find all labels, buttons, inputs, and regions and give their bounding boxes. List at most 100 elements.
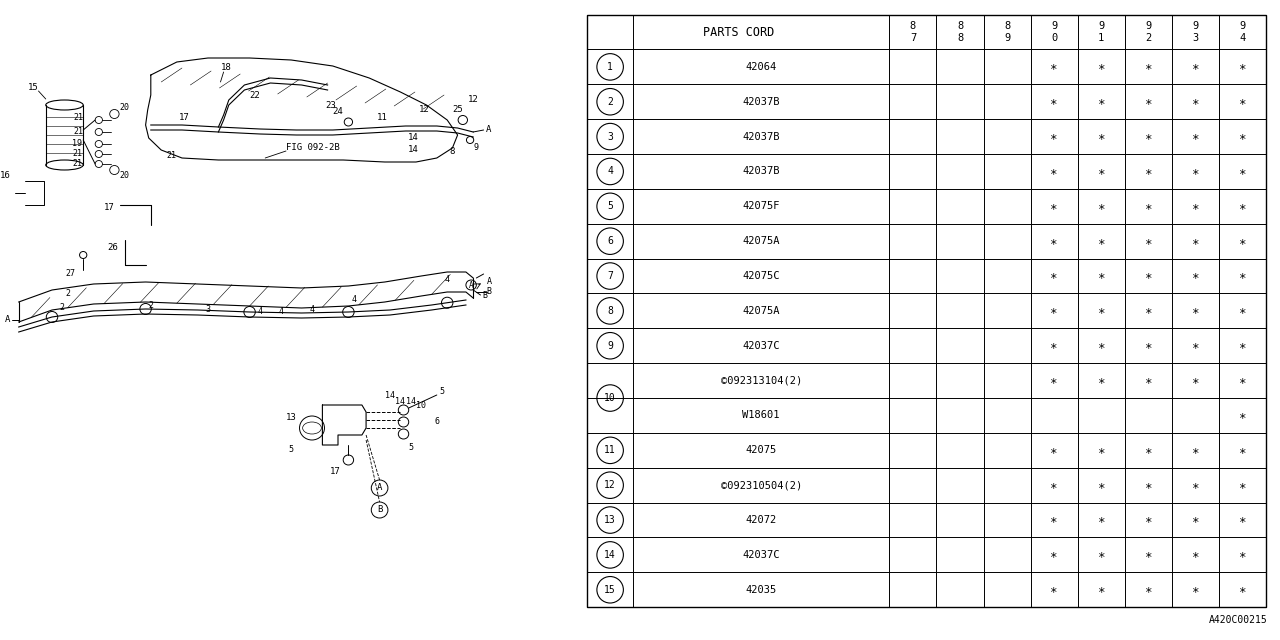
Text: ∗: ∗ <box>1192 130 1199 143</box>
Text: B: B <box>483 291 488 300</box>
Text: ∗: ∗ <box>1051 95 1059 108</box>
Text: 25: 25 <box>452 106 463 115</box>
Text: ∗: ∗ <box>1097 200 1105 213</box>
Text: ∗: ∗ <box>1097 513 1105 527</box>
Text: ∗: ∗ <box>1239 130 1247 143</box>
Text: A: A <box>486 125 492 134</box>
Text: ∗: ∗ <box>1051 269 1059 282</box>
Text: ∗: ∗ <box>1051 60 1059 74</box>
Text: 4: 4 <box>1239 33 1245 44</box>
Text: 18: 18 <box>221 63 232 72</box>
Text: 5: 5 <box>439 387 444 397</box>
Text: 42072: 42072 <box>745 515 777 525</box>
Text: 12: 12 <box>419 106 430 115</box>
Text: 14: 14 <box>407 134 419 143</box>
Text: 42037C: 42037C <box>742 340 780 351</box>
Text: 13: 13 <box>604 515 616 525</box>
Text: ∗: ∗ <box>1144 305 1152 317</box>
Text: ∗: ∗ <box>1144 583 1152 596</box>
Text: ∗: ∗ <box>1239 305 1247 317</box>
Text: 1: 1 <box>1098 33 1105 44</box>
Text: 0: 0 <box>1051 33 1057 44</box>
Text: 9: 9 <box>1051 20 1057 31</box>
Text: 11: 11 <box>604 445 616 455</box>
Text: B: B <box>376 506 383 515</box>
Text: ∗: ∗ <box>1097 165 1105 178</box>
Text: ∗: ∗ <box>1192 583 1199 596</box>
Text: 14: 14 <box>407 145 419 154</box>
Text: ∗: ∗ <box>1051 305 1059 317</box>
Text: 8: 8 <box>607 306 613 316</box>
Text: 11: 11 <box>378 113 388 122</box>
Text: 21: 21 <box>73 113 83 122</box>
Text: ∗: ∗ <box>1239 60 1247 74</box>
Text: ∗: ∗ <box>1144 479 1152 492</box>
Text: ∗: ∗ <box>1192 269 1199 282</box>
Text: ∗: ∗ <box>1239 269 1247 282</box>
Text: ∗: ∗ <box>1192 60 1199 74</box>
Text: ∗: ∗ <box>1097 479 1105 492</box>
Text: 14: 14 <box>385 392 396 401</box>
Text: 5: 5 <box>408 444 413 452</box>
Text: 42075: 42075 <box>745 445 777 455</box>
Text: 16: 16 <box>0 170 10 179</box>
Text: ∗: ∗ <box>1144 130 1152 143</box>
Text: 9: 9 <box>1192 20 1198 31</box>
Text: ∗: ∗ <box>1144 339 1152 352</box>
Text: 4: 4 <box>351 296 356 305</box>
Text: 6: 6 <box>607 236 613 246</box>
Text: 4: 4 <box>607 166 613 177</box>
Text: ∗: ∗ <box>1051 444 1059 457</box>
Text: 12: 12 <box>604 480 616 490</box>
Text: A: A <box>5 316 10 324</box>
Text: 2: 2 <box>148 301 154 310</box>
Text: 20: 20 <box>120 104 129 113</box>
Text: 27: 27 <box>65 269 76 278</box>
Text: 8: 8 <box>957 33 963 44</box>
Text: ∗: ∗ <box>1239 235 1247 248</box>
Text: 9: 9 <box>1004 33 1010 44</box>
Text: 2: 2 <box>1146 33 1152 44</box>
Text: ∗: ∗ <box>1051 513 1059 527</box>
Text: ©092310504(2): ©092310504(2) <box>721 480 801 490</box>
Text: 4: 4 <box>310 305 315 314</box>
Text: 3: 3 <box>206 305 210 314</box>
Text: ∗: ∗ <box>1192 444 1199 457</box>
Text: ∗: ∗ <box>1144 95 1152 108</box>
Text: ∗: ∗ <box>1192 548 1199 561</box>
Text: ∗: ∗ <box>1239 374 1247 387</box>
Text: 15: 15 <box>604 585 616 595</box>
Text: ©092313104(2): ©092313104(2) <box>721 376 801 386</box>
Text: ∗: ∗ <box>1239 513 1247 527</box>
Text: 4: 4 <box>444 275 449 285</box>
Text: ∗: ∗ <box>1144 513 1152 527</box>
Text: ∗: ∗ <box>1192 513 1199 527</box>
Text: 8: 8 <box>449 147 456 157</box>
Text: ∗: ∗ <box>1239 165 1247 178</box>
Text: ∗: ∗ <box>1097 339 1105 352</box>
Text: ∗: ∗ <box>1051 374 1059 387</box>
Text: 8: 8 <box>910 20 916 31</box>
Text: 14: 14 <box>406 397 416 406</box>
Text: ∗: ∗ <box>1192 165 1199 178</box>
Text: ∗: ∗ <box>1192 305 1199 317</box>
Text: ∗: ∗ <box>1097 444 1105 457</box>
Text: 42037B: 42037B <box>742 132 780 141</box>
Text: 1: 1 <box>607 62 613 72</box>
Text: 3: 3 <box>607 132 613 141</box>
Text: 23: 23 <box>325 100 337 109</box>
Text: ∗: ∗ <box>1051 235 1059 248</box>
Text: ∗: ∗ <box>1144 200 1152 213</box>
Text: ∗: ∗ <box>1051 583 1059 596</box>
Text: ∗: ∗ <box>1097 235 1105 248</box>
Text: 21: 21 <box>72 159 82 168</box>
Text: ∗: ∗ <box>1144 548 1152 561</box>
Text: ∗: ∗ <box>1239 583 1247 596</box>
Text: ∗: ∗ <box>1051 548 1059 561</box>
Text: 42037B: 42037B <box>742 166 780 177</box>
Text: 7: 7 <box>910 33 916 44</box>
Text: ∗: ∗ <box>1192 479 1199 492</box>
Text: 9: 9 <box>1098 20 1105 31</box>
Text: ∗: ∗ <box>1051 339 1059 352</box>
Text: ∗: ∗ <box>1144 60 1152 74</box>
